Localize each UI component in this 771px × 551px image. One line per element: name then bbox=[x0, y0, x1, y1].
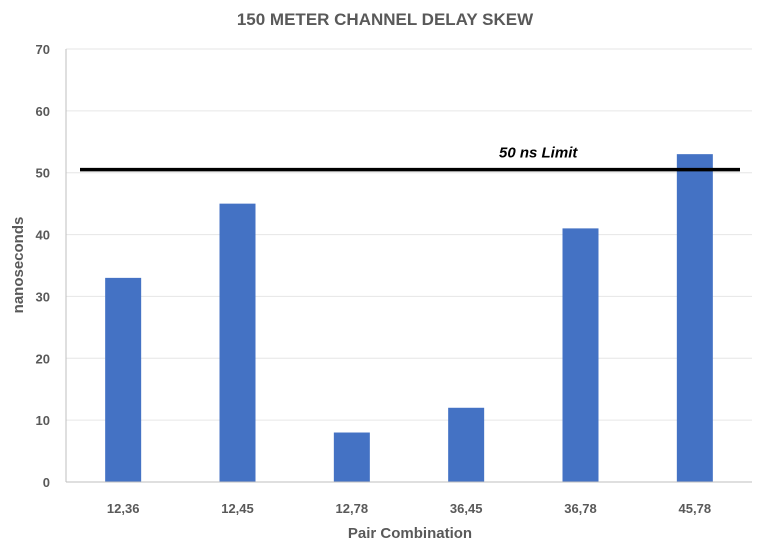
y-tick-label: 50 bbox=[36, 166, 50, 181]
y-tick-label: 30 bbox=[36, 289, 50, 304]
chart-title: 150 METER CHANNEL DELAY SKEW bbox=[237, 10, 534, 29]
y-axis-title: nanoseconds bbox=[10, 217, 27, 314]
bar bbox=[333, 432, 370, 482]
x-tick-label: 12,45 bbox=[221, 501, 254, 516]
y-tick-labels: 0 10 20 30 40 50 60 70 bbox=[36, 42, 50, 490]
y-tick-label: 10 bbox=[36, 413, 50, 428]
y-tick-label: 60 bbox=[36, 104, 50, 119]
y-tick-label: 20 bbox=[36, 351, 50, 366]
bar bbox=[676, 154, 713, 482]
bars bbox=[105, 154, 713, 482]
gridlines bbox=[66, 48, 752, 421]
x-tick-labels: 12,36 12,45 12,78 36,45 36,78 45,78 bbox=[107, 501, 711, 516]
x-tick-label: 12,78 bbox=[336, 501, 369, 516]
x-tick-label: 36,45 bbox=[450, 501, 483, 516]
bar bbox=[562, 228, 599, 482]
y-tick-label: 70 bbox=[36, 42, 50, 57]
bar bbox=[448, 407, 485, 482]
x-tick-label: 45,78 bbox=[679, 501, 712, 516]
bar bbox=[219, 203, 256, 482]
x-tick-label: 36,78 bbox=[564, 501, 597, 516]
bar bbox=[105, 277, 142, 482]
x-tick-label: 12,36 bbox=[107, 501, 140, 516]
limit-label: 50 ns Limit bbox=[499, 145, 578, 162]
y-tick-label: 0 bbox=[43, 475, 50, 490]
x-axis-title: Pair Combination bbox=[348, 525, 472, 542]
y-tick-label: 40 bbox=[36, 228, 50, 243]
